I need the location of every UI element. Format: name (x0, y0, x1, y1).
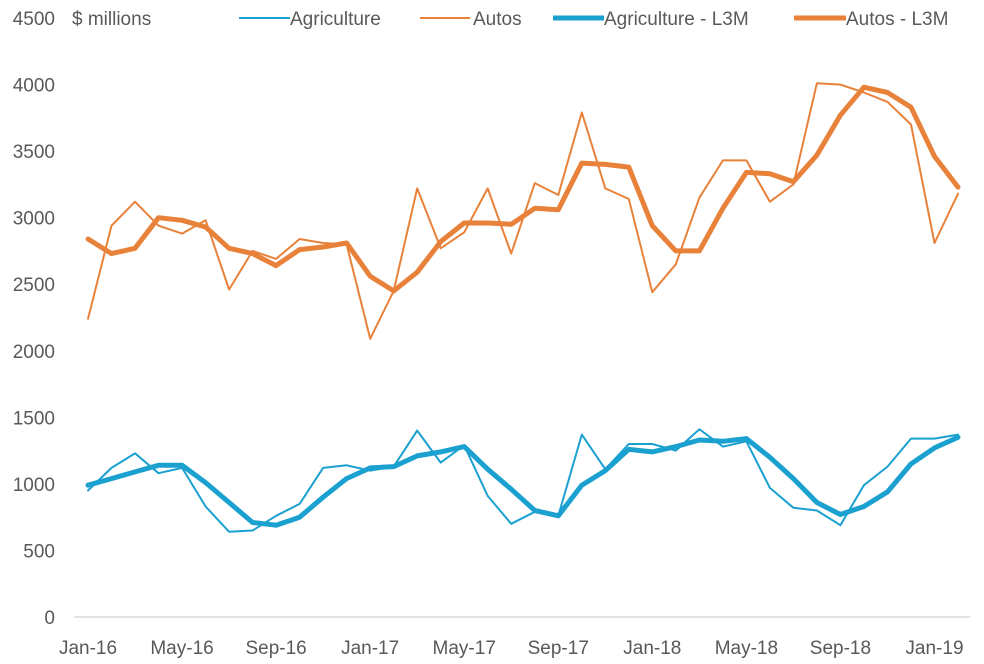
x-axis-ticks: Jan-16 May-16 Sep-16 Jan-17 May-17 Sep-17 Jan-… (59, 638, 964, 659)
x-tick-label: Jan-17 (341, 638, 399, 659)
y-tick-label: 4500 (13, 9, 55, 30)
legend-label-autos-l3m: Autos - L3M (846, 9, 948, 30)
legend-item-autos[interactable]: Autos (420, 9, 522, 30)
y-tick-label: 1000 (13, 475, 55, 496)
x-tick-label: Jan-16 (59, 638, 117, 659)
series-line-autos (87, 82, 959, 340)
series-line-autos-l3m (85, 84, 961, 294)
legend-item-agriculture[interactable]: Agriculture (239, 9, 381, 30)
x-tick-label: Sep-18 (810, 638, 871, 659)
y-tick-label: 1500 (13, 408, 55, 429)
x-tick-label: Jan-18 (623, 638, 681, 659)
x-tick-label: May-18 (715, 638, 778, 659)
y-tick-label: 3000 (13, 209, 55, 230)
x-tick-label: Sep-16 (245, 638, 306, 659)
legend: $ millions Agriculture Autos Agriculture… (72, 9, 948, 30)
y-tick-label: 500 (23, 541, 55, 562)
x-tick-label: May-16 (150, 638, 213, 659)
series-line-agriculture-l3m (85, 434, 961, 528)
y-tick-label: 2500 (13, 275, 55, 296)
y-tick-label: 4000 (13, 76, 55, 97)
x-tick-label: Sep-17 (528, 638, 589, 659)
x-tick-label: Jan-19 (905, 638, 963, 659)
legend-item-autos-l3m[interactable]: Autos - L3M (794, 9, 948, 30)
unit-label: $ millions (72, 9, 151, 30)
legend-item-agriculture-l3m[interactable]: Agriculture - L3M (553, 9, 749, 30)
y-tick-label: 2000 (13, 342, 55, 363)
y-tick-label: 3500 (13, 142, 55, 163)
y-axis-ticks: 0 500 1000 1500 2000 2500 3000 3500 4000 4500 (13, 9, 55, 629)
legend-label-agriculture-l3m: Agriculture - L3M (604, 9, 749, 30)
x-tick-label: May-17 (433, 638, 496, 659)
legend-label-agriculture: Agriculture (290, 9, 381, 30)
series-line-agriculture (87, 428, 959, 533)
series-layer (85, 82, 961, 533)
y-tick-label: 0 (44, 608, 55, 629)
legend-label-autos: Autos (473, 9, 522, 30)
